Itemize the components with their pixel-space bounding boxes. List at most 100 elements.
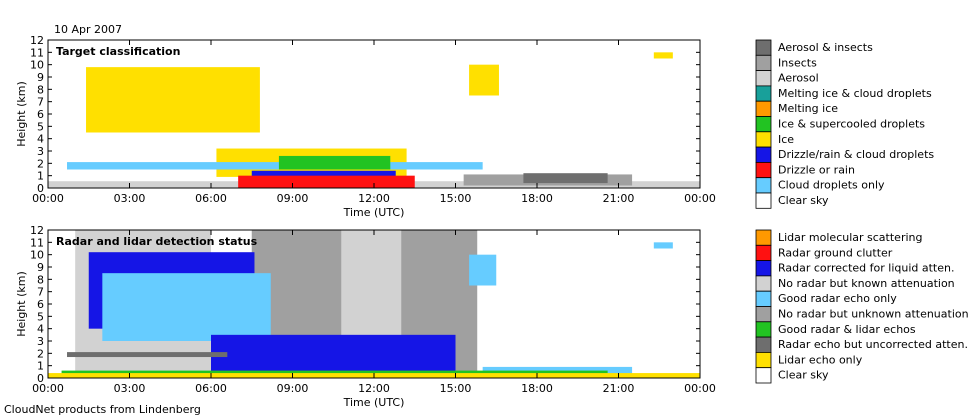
legend-swatch: [755, 131, 772, 148]
y-tick-label: 0: [37, 372, 44, 385]
legend-label: Good radar & lidar echos: [778, 323, 916, 336]
legend-swatch: [755, 229, 772, 246]
legend-swatch: [755, 146, 772, 163]
data-region-9: [482, 366, 633, 375]
date-label: 10 Apr 2007: [54, 23, 122, 36]
y-tick-label: 6: [37, 108, 44, 121]
x-tick-label: 18:00: [521, 382, 553, 395]
y-axis-label: Height (km): [15, 81, 28, 147]
legend-label: Radar corrected for liquid atten.: [778, 262, 954, 275]
legend-label: Aerosol & insects: [778, 41, 873, 54]
legend-label: Aerosol: [778, 72, 819, 85]
legend-label: Ice: [778, 133, 794, 146]
legend-swatch: [755, 192, 772, 209]
x-tick-label: 21:00: [603, 192, 635, 205]
y-tick-label: 9: [37, 261, 44, 274]
legend-swatch: [755, 351, 772, 369]
footer-credit: CloudNet products from Lindenberg: [4, 403, 201, 416]
data-region-6: [211, 334, 456, 374]
y-tick-label: 12: [30, 34, 44, 47]
panel-title: Target classification: [56, 45, 180, 58]
x-tick-label: 12:00: [358, 192, 390, 205]
legend-swatch: [755, 161, 772, 179]
data-region-7: [469, 254, 497, 286]
data-region-10: [523, 173, 608, 184]
y-tick-label: 3: [37, 145, 44, 158]
legend-label: No radar but unknown attenuation: [778, 308, 969, 321]
x-tick-label: 03:00: [114, 382, 146, 395]
panel-title: Radar and lidar detection status: [56, 235, 258, 248]
y-tick-label: 4: [37, 133, 44, 146]
legend-swatch: [755, 275, 772, 292]
y-tick-label: 6: [37, 298, 44, 311]
y-tick-label: 5: [37, 310, 44, 323]
data-region-8: [653, 242, 673, 249]
y-tick-label: 9: [37, 71, 44, 84]
y-tick-label: 11: [30, 236, 44, 249]
legend-label: Lidar echo only: [778, 353, 863, 366]
x-tick-label: 00:00: [684, 192, 716, 205]
y-tick-label: 8: [37, 273, 44, 286]
legend-label: Lidar molecular scattering: [778, 231, 922, 244]
x-tick-label: 09:00: [277, 192, 309, 205]
y-tick-label: 12: [30, 224, 44, 237]
y-tick-label: 2: [37, 157, 44, 170]
legend-label: Insects: [778, 56, 817, 69]
x-tick-label: 18:00: [521, 192, 553, 205]
legend-label: No radar but known attenuation: [778, 277, 955, 290]
legend-label: Radar echo but uncorrected atten.: [778, 338, 968, 351]
data-region-1: [86, 67, 260, 133]
legend-swatch: [755, 39, 772, 56]
legend-swatch: [755, 367, 772, 384]
x-tick-label: 12:00: [358, 382, 390, 395]
y-tick-label: 2: [37, 347, 44, 360]
legend-swatch: [755, 306, 772, 323]
y-tick-label: 4: [37, 323, 44, 336]
legend-swatch: [755, 321, 772, 338]
legend-swatch: [755, 244, 772, 262]
x-tick-label: 15:00: [440, 382, 472, 395]
y-tick-label: 10: [30, 249, 44, 262]
legend-swatch: [755, 70, 772, 87]
x-tick-label: 00:00: [32, 382, 64, 395]
data-region-4: [653, 52, 673, 59]
y-tick-label: 11: [30, 46, 44, 59]
data-region-3: [469, 64, 499, 96]
legend-swatch: [755, 336, 772, 353]
y-tick-label: 10: [30, 59, 44, 72]
x-axis-label: Time (UTC): [343, 396, 405, 409]
legend-swatch: [755, 116, 772, 133]
x-tick-label: 15:00: [440, 192, 472, 205]
y-tick-label: 1: [37, 360, 44, 373]
data-region-7: [238, 175, 415, 188]
legend-swatch: [755, 100, 772, 117]
legend-swatch: [755, 85, 772, 102]
x-tick-label: 00:00: [684, 382, 716, 395]
y-tick-label: 5: [37, 120, 44, 133]
y-tick-label: 8: [37, 83, 44, 96]
legend-label: Radar ground clutter: [778, 246, 893, 259]
y-tick-label: 1: [37, 170, 44, 183]
legend-label: Clear sky: [778, 369, 829, 382]
legend-swatch: [755, 260, 772, 277]
legend-swatch: [755, 54, 772, 71]
legend-label: Drizzle or rain: [778, 163, 855, 176]
legend-label: Drizzle/rain & cloud droplets: [778, 148, 934, 161]
legend-label: Clear sky: [778, 194, 829, 207]
x-axis-label: Time (UTC): [343, 206, 405, 219]
detection-status-panel: Radar and lidar detection status01234567…: [15, 224, 969, 409]
x-tick-label: 00:00: [32, 192, 64, 205]
target-classification-panel: Target classification012345678910111200:…: [15, 34, 934, 219]
data-region-5: [102, 273, 271, 341]
legend-swatch: [755, 177, 772, 194]
y-tick-label: 7: [37, 286, 44, 299]
x-tick-label: 09:00: [277, 382, 309, 395]
x-tick-label: 21:00: [603, 382, 635, 395]
x-tick-label: 03:00: [114, 192, 146, 205]
x-tick-label: 06:00: [195, 382, 227, 395]
legend-label: Melting ice & cloud droplets: [778, 87, 932, 100]
y-tick-label: 0: [37, 182, 44, 195]
x-tick-label: 06:00: [195, 192, 227, 205]
legend-label: Good radar echo only: [778, 292, 897, 305]
